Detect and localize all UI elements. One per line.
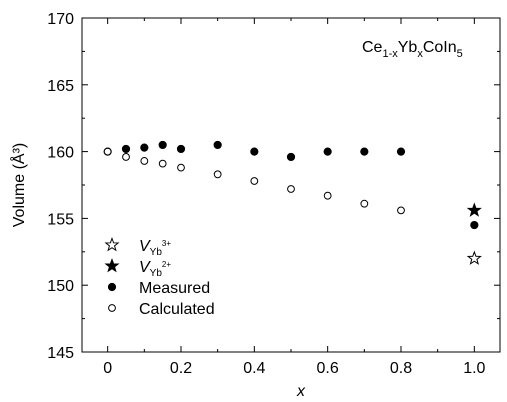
open-circle-data-point	[140, 157, 149, 165]
formula-subscript: x	[417, 48, 423, 60]
legend-label-superscript: 2+	[162, 260, 171, 269]
x-axis-title: x	[296, 383, 306, 400]
open-circle-data-point	[158, 159, 167, 168]
open-circle-data-point	[287, 185, 295, 193]
y-tick-label: 165	[47, 78, 74, 95]
filled-star-data-point	[466, 202, 482, 217]
filled-circle-data-point	[470, 220, 479, 230]
filled-circle-data-point	[396, 147, 406, 156]
compound-formula-annotation: Ce1-xYbxCoIn5	[362, 39, 463, 60]
formula-subscript: 1-x	[382, 48, 398, 60]
filled-circle-data-point	[250, 147, 259, 156]
x-tick-label: 0.4	[243, 360, 265, 377]
y-tick-label: 160	[47, 145, 74, 162]
x-tick-label: 0.6	[317, 360, 339, 377]
legend-label-main: V	[139, 238, 151, 255]
legend-label-subscript: Yb	[150, 268, 163, 279]
filled-circle-data-point	[140, 143, 149, 152]
open-circle-data-point	[397, 206, 405, 215]
filled-circle-data-point	[360, 147, 369, 156]
x-tick-label: 0	[103, 360, 112, 377]
legend-label: Calculated	[139, 301, 215, 318]
legend-open-star-marker	[104, 237, 120, 252]
y-tick-label: 150	[47, 278, 74, 295]
y-tick-label: 170	[47, 11, 74, 28]
legend-filled-circle-marker	[107, 282, 117, 292]
legend-label-main: V	[139, 259, 151, 276]
legend-label-subscript: Yb	[150, 247, 163, 258]
x-tick-label: 0.8	[390, 360, 412, 377]
legend-label-superscript: 3+	[162, 239, 171, 248]
formula-text: Yb	[398, 39, 418, 56]
legend-open-circle-marker	[108, 304, 116, 312]
x-tick-label: 0.2	[170, 360, 192, 377]
open-circle-data-point	[360, 199, 369, 208]
legend-label: VYb2+	[139, 259, 171, 279]
legend-filled-star-marker	[104, 258, 120, 273]
open-circle-data-point	[323, 191, 332, 200]
filled-circle-data-point	[213, 140, 222, 150]
open-circle-data-point	[177, 163, 185, 172]
open-circle-data-point	[122, 153, 130, 161]
x-tick-label: 1.0	[463, 360, 485, 377]
filled-circle-data-point	[323, 147, 332, 156]
formula-text: Ce	[362, 39, 383, 56]
filled-circle-data-point	[121, 144, 131, 154]
filled-circle-data-point	[176, 144, 186, 154]
formula-subscript: 5	[457, 48, 463, 60]
y-tick-label: 145	[47, 345, 74, 362]
open-circle-data-point	[250, 177, 259, 185]
legend-label: VYb3+	[139, 238, 171, 258]
open-circle-data-point	[213, 170, 222, 179]
formula-text: CoIn	[423, 39, 457, 56]
legend-label: Measured	[139, 280, 210, 297]
filled-circle-data-point	[286, 152, 296, 162]
y-axis-title: Volume (Å³)	[9, 143, 28, 227]
open-circle-data-point	[103, 147, 112, 156]
y-tick-label: 155	[47, 211, 74, 228]
open-star-data-point	[466, 250, 482, 265]
filled-circle-data-point	[158, 140, 167, 150]
